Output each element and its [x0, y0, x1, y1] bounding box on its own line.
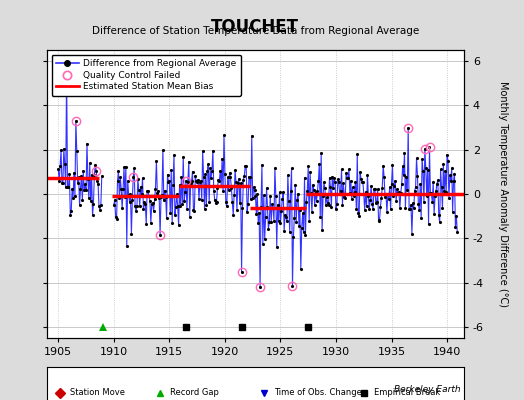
Legend: Difference from Regional Average, Quality Control Failed, Estimated Station Mean: Difference from Regional Average, Qualit…	[52, 54, 241, 96]
Text: Difference of Station Temperature Data from Regional Average: Difference of Station Temperature Data f…	[92, 26, 419, 36]
Y-axis label: Monthly Temperature Anomaly Difference (°C): Monthly Temperature Anomaly Difference (…	[498, 81, 508, 307]
Text: Berkeley Earth: Berkeley Earth	[395, 385, 461, 394]
Text: TOUCHET: TOUCHET	[211, 18, 299, 36]
